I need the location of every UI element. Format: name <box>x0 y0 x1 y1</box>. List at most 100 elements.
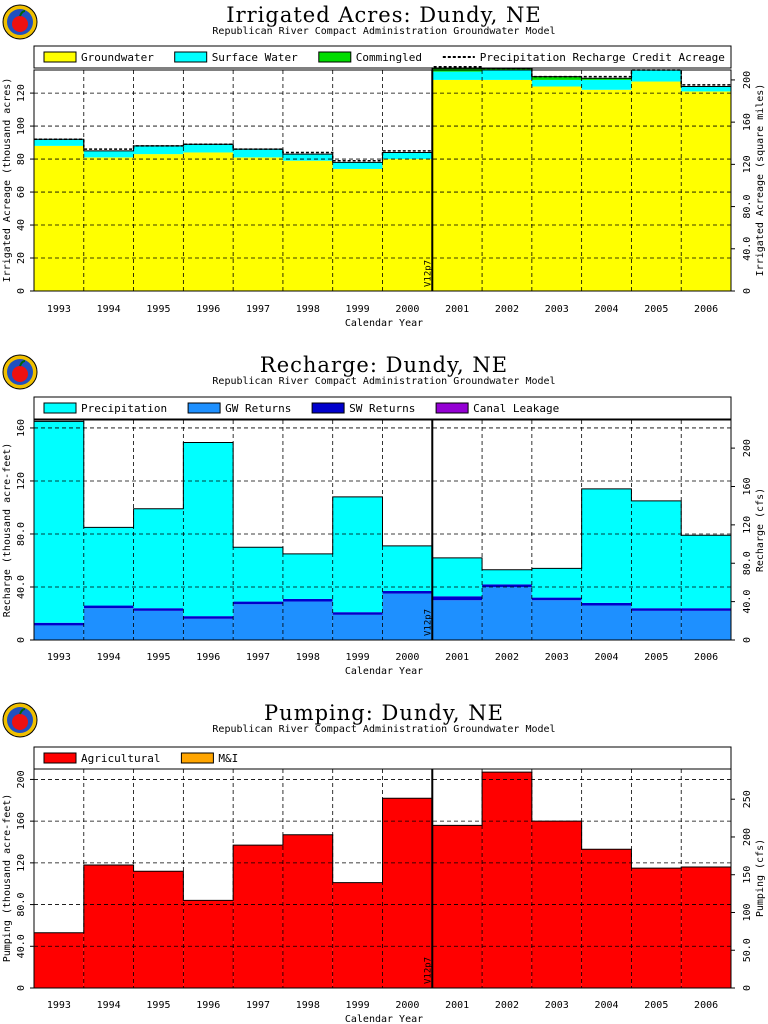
bar-groundwater-2004 <box>581 89 632 291</box>
legend-swatch-3 <box>435 402 469 414</box>
line-series-0 <box>34 65 731 162</box>
legend-label-0: Precipitation <box>81 402 167 415</box>
x-tick-label-1994: 1994 <box>97 304 121 315</box>
legend-swatch-0 <box>43 752 77 764</box>
legend-label-3: Canal Leakage <box>473 402 559 415</box>
y-tick-label-0: 0 <box>16 288 27 294</box>
x-tick-label-1996: 1996 <box>196 1000 220 1011</box>
x-tick-label-1999: 1999 <box>346 652 370 663</box>
x-tick-label-2000: 2000 <box>395 1000 419 1011</box>
y-tick-label-1: 40.0 <box>16 934 27 958</box>
legend-box <box>33 45 732 69</box>
y-axis-label: Irrigated Acreage (thousand acres) <box>2 78 13 283</box>
y2-tick-label-0: 0 <box>742 288 753 294</box>
x-tick-label-2006: 2006 <box>694 652 718 663</box>
y-tick-label-2: 80.0 <box>16 522 27 546</box>
legend-label-0: Groundwater <box>81 51 154 64</box>
bar-gw-returns-1997 <box>233 604 283 640</box>
x-tick-label-2000: 2000 <box>395 652 419 663</box>
bar-agricultural-1998 <box>282 834 333 988</box>
legend-label-0: Agricultural <box>81 752 160 765</box>
bar-groundwater-1998 <box>282 160 333 291</box>
bar-groundwater-1995 <box>133 154 184 291</box>
x-tick-label-1995: 1995 <box>146 652 170 663</box>
bar-groundwater-1994 <box>83 157 134 291</box>
x-tick-label-1998: 1998 <box>296 652 320 663</box>
x-tick-label-1996: 1996 <box>196 652 220 663</box>
bar-precipitation-1995 <box>133 508 184 609</box>
bar-gw-returns-2004 <box>581 605 632 640</box>
y2-tick-label-4: 200 <box>742 828 753 846</box>
y2-tick-label-5: 200 <box>742 71 753 89</box>
bar-agricultural-1999 <box>332 882 383 988</box>
legend-swatch-2 <box>311 402 345 414</box>
bar-agricultural-2004 <box>581 849 632 988</box>
bar-gw-returns-2003 <box>531 600 582 640</box>
y-tick-label-4: 160 <box>16 419 27 437</box>
bar-agricultural-1997 <box>233 845 283 988</box>
bar-surface-water-1998 <box>282 154 333 161</box>
bar-agricultural-1994 <box>83 864 134 988</box>
legend-swatch-2 <box>318 51 352 63</box>
bar-sw-returns-2003 <box>531 597 582 601</box>
bar-precipitation-2000 <box>382 545 433 591</box>
x-tick-label-1993: 1993 <box>47 304 71 315</box>
x-tick-label-2001: 2001 <box>445 1000 469 1011</box>
bar-precipitation-1999 <box>332 496 383 613</box>
bar-gw-returns-1996 <box>183 618 234 640</box>
x-tick-label-2001: 2001 <box>445 652 469 663</box>
bar-agricultural-2002 <box>482 772 532 988</box>
bar-agricultural-1993 <box>34 932 84 988</box>
bar-precipitation-1996 <box>183 442 234 617</box>
x-tick-label-1999: 1999 <box>346 304 370 315</box>
y-tick-label-0: 0 <box>16 985 27 991</box>
legend-swatch-0 <box>43 402 77 414</box>
bar-sw-returns-1999 <box>332 612 383 615</box>
plot-frame <box>33 69 732 292</box>
y-tick-label-3: 60 <box>16 186 27 198</box>
y2-tick-label-3: 150 <box>742 866 753 884</box>
bar-agricultural-2000 <box>382 798 433 988</box>
bar-commingled-2004 <box>581 78 632 80</box>
bar-surface-water-2006 <box>681 86 731 92</box>
y2-tick-label-0: 0 <box>742 637 753 643</box>
bar-sw-returns-2006 <box>681 608 731 611</box>
bar-precipitation-1998 <box>282 553 333 599</box>
bar-surface-water-1997 <box>233 149 283 158</box>
bar-sw-returns-1997 <box>233 601 283 605</box>
bar-agricultural-2001 <box>432 825 483 988</box>
x-tick-label-1994: 1994 <box>97 1000 121 1011</box>
x-tick-label-1997: 1997 <box>246 652 270 663</box>
legend-swatch-1 <box>180 752 214 764</box>
x-tick-label-2003: 2003 <box>545 652 569 663</box>
x-tick-label-2002: 2002 <box>495 652 519 663</box>
y2-tick-label-2: 80.0 <box>742 195 753 219</box>
x-tick-label-2002: 2002 <box>495 1000 519 1011</box>
y-tick-label-6: 120 <box>16 84 27 102</box>
legend-label-1: GW Returns <box>225 402 291 415</box>
x-axis-label: Calendar Year <box>345 1014 423 1024</box>
bar-gw-returns-2006 <box>681 610 731 640</box>
bar-surface-water-2001 <box>432 71 483 80</box>
bar-surface-water-2002 <box>482 70 532 80</box>
bar-agricultural-2005 <box>631 868 682 988</box>
y-axis-label: Pumping (thousand acre-feet) <box>2 794 13 963</box>
bar-sw-returns-2000 <box>382 590 433 594</box>
bar-surface-water-1996 <box>183 144 234 153</box>
x-tick-label-2006: 2006 <box>694 304 718 315</box>
legend-label-3: Precipitation Recharge Credit Acreage <box>480 51 725 64</box>
bar-groundwater-1999 <box>332 168 383 291</box>
bar-groundwater-2001 <box>432 79 483 291</box>
y2-tick-label-5: 200 <box>742 439 753 457</box>
x-tick-label-1997: 1997 <box>246 304 270 315</box>
x-tick-label-1998: 1998 <box>296 1000 320 1011</box>
marker-label: V12p7 <box>423 957 433 984</box>
bar-precipitation-1997 <box>233 547 283 602</box>
bar-precipitation-2003 <box>531 568 582 598</box>
chart-subtitle: Republican River Compact Administration … <box>212 724 555 735</box>
x-tick-label-2006: 2006 <box>694 1000 718 1011</box>
x-axis-label: Calendar Year <box>345 666 423 677</box>
bar-commingled-2002 <box>482 68 532 70</box>
y-tick-label-3: 120 <box>16 854 27 872</box>
bar-sw-returns-1995 <box>133 608 184 611</box>
